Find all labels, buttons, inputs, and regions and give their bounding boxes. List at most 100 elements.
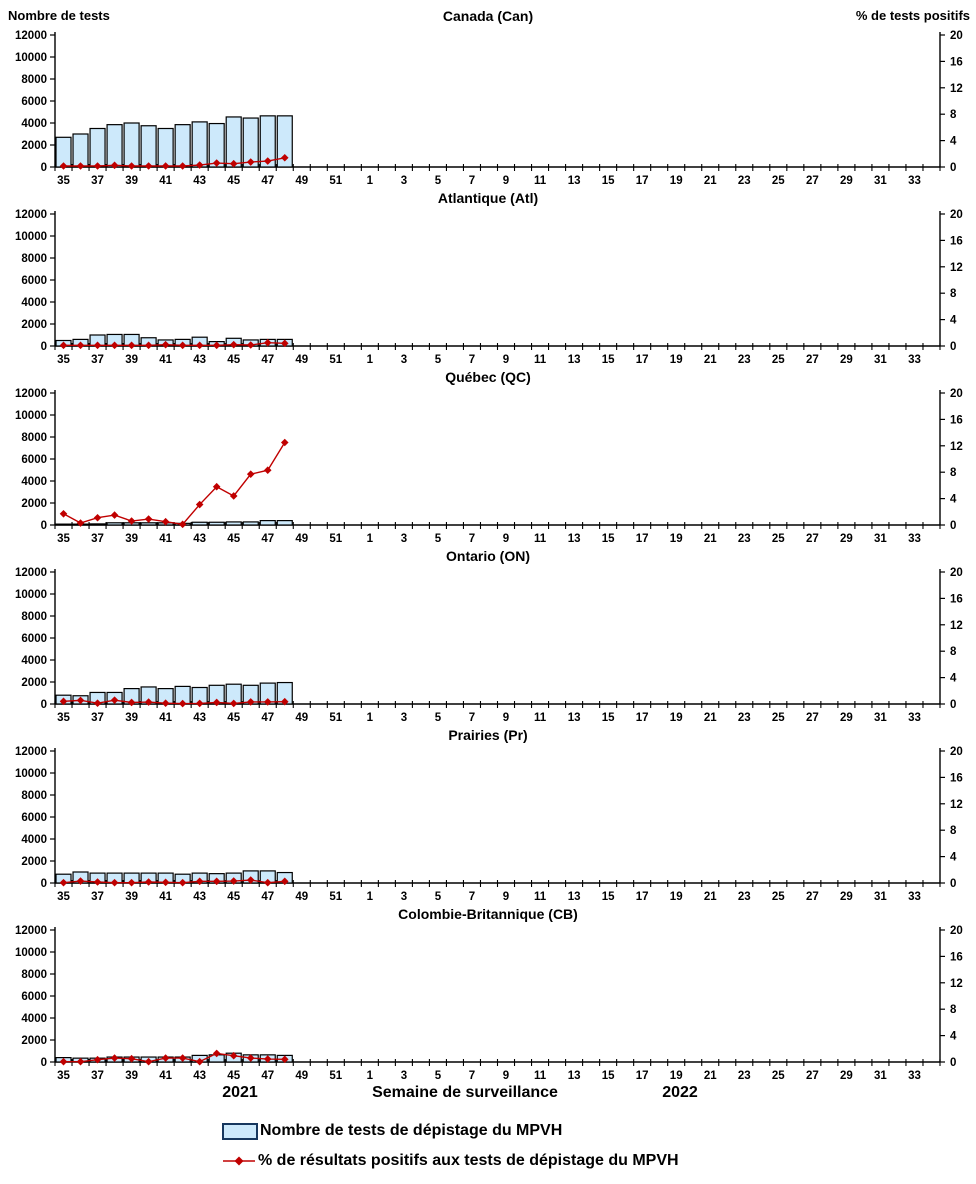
x-tick-label: 23	[738, 712, 751, 724]
x-tick-label: 45	[227, 1070, 240, 1082]
x-tick-label: 27	[806, 1070, 819, 1082]
x-tick-label: 51	[329, 1070, 342, 1082]
positivity-marker	[263, 1055, 272, 1063]
left-tick-label: 0	[41, 1057, 47, 1069]
x-tick-label: 19	[670, 175, 683, 187]
positivity-marker	[76, 341, 85, 350]
legend: Nombre de tests de dépistage du MPVH % d…	[222, 1116, 976, 1176]
test-bar	[276, 115, 293, 168]
positivity-marker	[127, 162, 136, 170]
left-tick-label: 2000	[21, 319, 47, 331]
x-tick-label: 49	[295, 1070, 308, 1082]
left-tick-label: 2000	[21, 140, 47, 152]
x-tick-label: 7	[469, 712, 475, 724]
right-tick-label: 4	[950, 1031, 957, 1043]
x-tick-label: 31	[874, 712, 887, 724]
panel-title-quebec: Québec (QC)	[445, 369, 531, 385]
x-tick-label: 37	[91, 712, 104, 724]
x-tick-label: 1	[367, 354, 374, 366]
x-tick-label: 51	[329, 712, 342, 724]
right-tick-label: 12	[950, 620, 963, 632]
x-tick-label: 25	[772, 1070, 785, 1082]
x-tick-label: 9	[503, 533, 509, 545]
positivity-marker	[280, 339, 289, 348]
x-tick-label: 7	[469, 891, 475, 903]
positivity-marker	[280, 1055, 289, 1064]
left-tick-label: 8000	[21, 432, 47, 444]
left-tick-label: 4000	[21, 476, 47, 488]
legend-item-tests: Nombre de tests de dépistage du MPVH	[222, 1116, 976, 1146]
right-tick-label: 0	[950, 341, 956, 353]
x-tick-label: 23	[738, 175, 751, 187]
right-tick-label: 8	[950, 1004, 957, 1016]
positivity-marker	[246, 158, 255, 166]
positivity-marker	[144, 341, 153, 350]
top-header-row: Nombre de tests Canada (Can) % de tests …	[0, 2, 976, 30]
year-2021-label: 2021	[222, 1084, 258, 1101]
positivity-marker	[110, 878, 119, 887]
left-tick-label: 0	[41, 699, 47, 711]
x-tick-label: 23	[738, 354, 751, 366]
x-tick-label: 13	[568, 1070, 581, 1082]
right-tick-label: 12	[950, 441, 963, 453]
x-tick-label: 3	[401, 354, 407, 366]
x-tick-label: 45	[227, 891, 240, 903]
x-tick-label: 17	[636, 891, 649, 903]
positivity-marker	[212, 1049, 221, 1058]
positivity-marker	[195, 341, 204, 350]
test-bar	[242, 117, 259, 168]
positivity-marker	[246, 1054, 255, 1062]
left-tick-label: 2000	[21, 498, 47, 510]
left-tick-label: 6000	[21, 275, 47, 287]
x-tick-label: 21	[704, 175, 717, 187]
x-tick-label: 51	[329, 533, 342, 545]
left-axis-title: Nombre de tests	[8, 8, 110, 23]
x-tick-label: 15	[602, 354, 615, 366]
x-tick-label: 35	[57, 712, 70, 724]
x-tick-label: 17	[636, 1070, 649, 1082]
x-tick-label: 9	[503, 712, 509, 724]
legend-item-positivity: % de résultats positifs aux tests de dép…	[222, 1146, 976, 1176]
right-tick-label: 0	[950, 1057, 956, 1069]
positivity-marker	[59, 509, 68, 518]
left-tick-label: 8000	[21, 969, 47, 981]
bar-swatch-icon	[222, 1122, 258, 1140]
right-tick-label: 12	[950, 799, 963, 811]
left-tick-label: 4000	[21, 297, 47, 309]
right-tick-label: 4	[950, 494, 957, 506]
right-tick-label: 12	[950, 978, 963, 990]
x-tick-label: 41	[159, 712, 172, 724]
x-tick-label: 25	[772, 175, 785, 187]
x-tick-label: 15	[602, 1070, 615, 1082]
x-tick-label: 51	[329, 354, 342, 366]
x-tick-label: 7	[469, 533, 475, 545]
x-tick-label: 3	[401, 533, 407, 545]
test-bar	[259, 115, 276, 168]
x-tick-label: 7	[469, 1070, 475, 1082]
x-tick-label: 21	[704, 1070, 717, 1082]
positivity-marker	[229, 492, 238, 500]
positivity-marker	[161, 340, 170, 349]
right-tick-label: 4	[950, 315, 957, 327]
x-tick-label: 29	[840, 891, 853, 903]
positivity-marker	[76, 1057, 85, 1066]
x-tick-label: 41	[159, 354, 172, 366]
x-tick-label: 47	[261, 354, 274, 366]
year-2022-label: 2022	[662, 1084, 698, 1101]
left-tick-label: 6000	[21, 96, 47, 108]
left-tick-label: 10000	[15, 410, 47, 422]
x-tick-label: 45	[227, 712, 240, 724]
left-tick-label: 12000	[15, 30, 47, 42]
x-tick-label: 19	[670, 1070, 683, 1082]
x-tick-label: 51	[329, 175, 342, 187]
x-tick-label: 37	[91, 175, 104, 187]
x-tick-label: 23	[738, 1070, 751, 1082]
right-tick-label: 0	[950, 699, 956, 711]
positivity-marker	[195, 877, 204, 886]
test-bar	[225, 521, 242, 526]
x-tick-label: 47	[261, 712, 274, 724]
left-tick-label: 12000	[15, 746, 47, 758]
x-tick-label: 45	[227, 175, 240, 187]
